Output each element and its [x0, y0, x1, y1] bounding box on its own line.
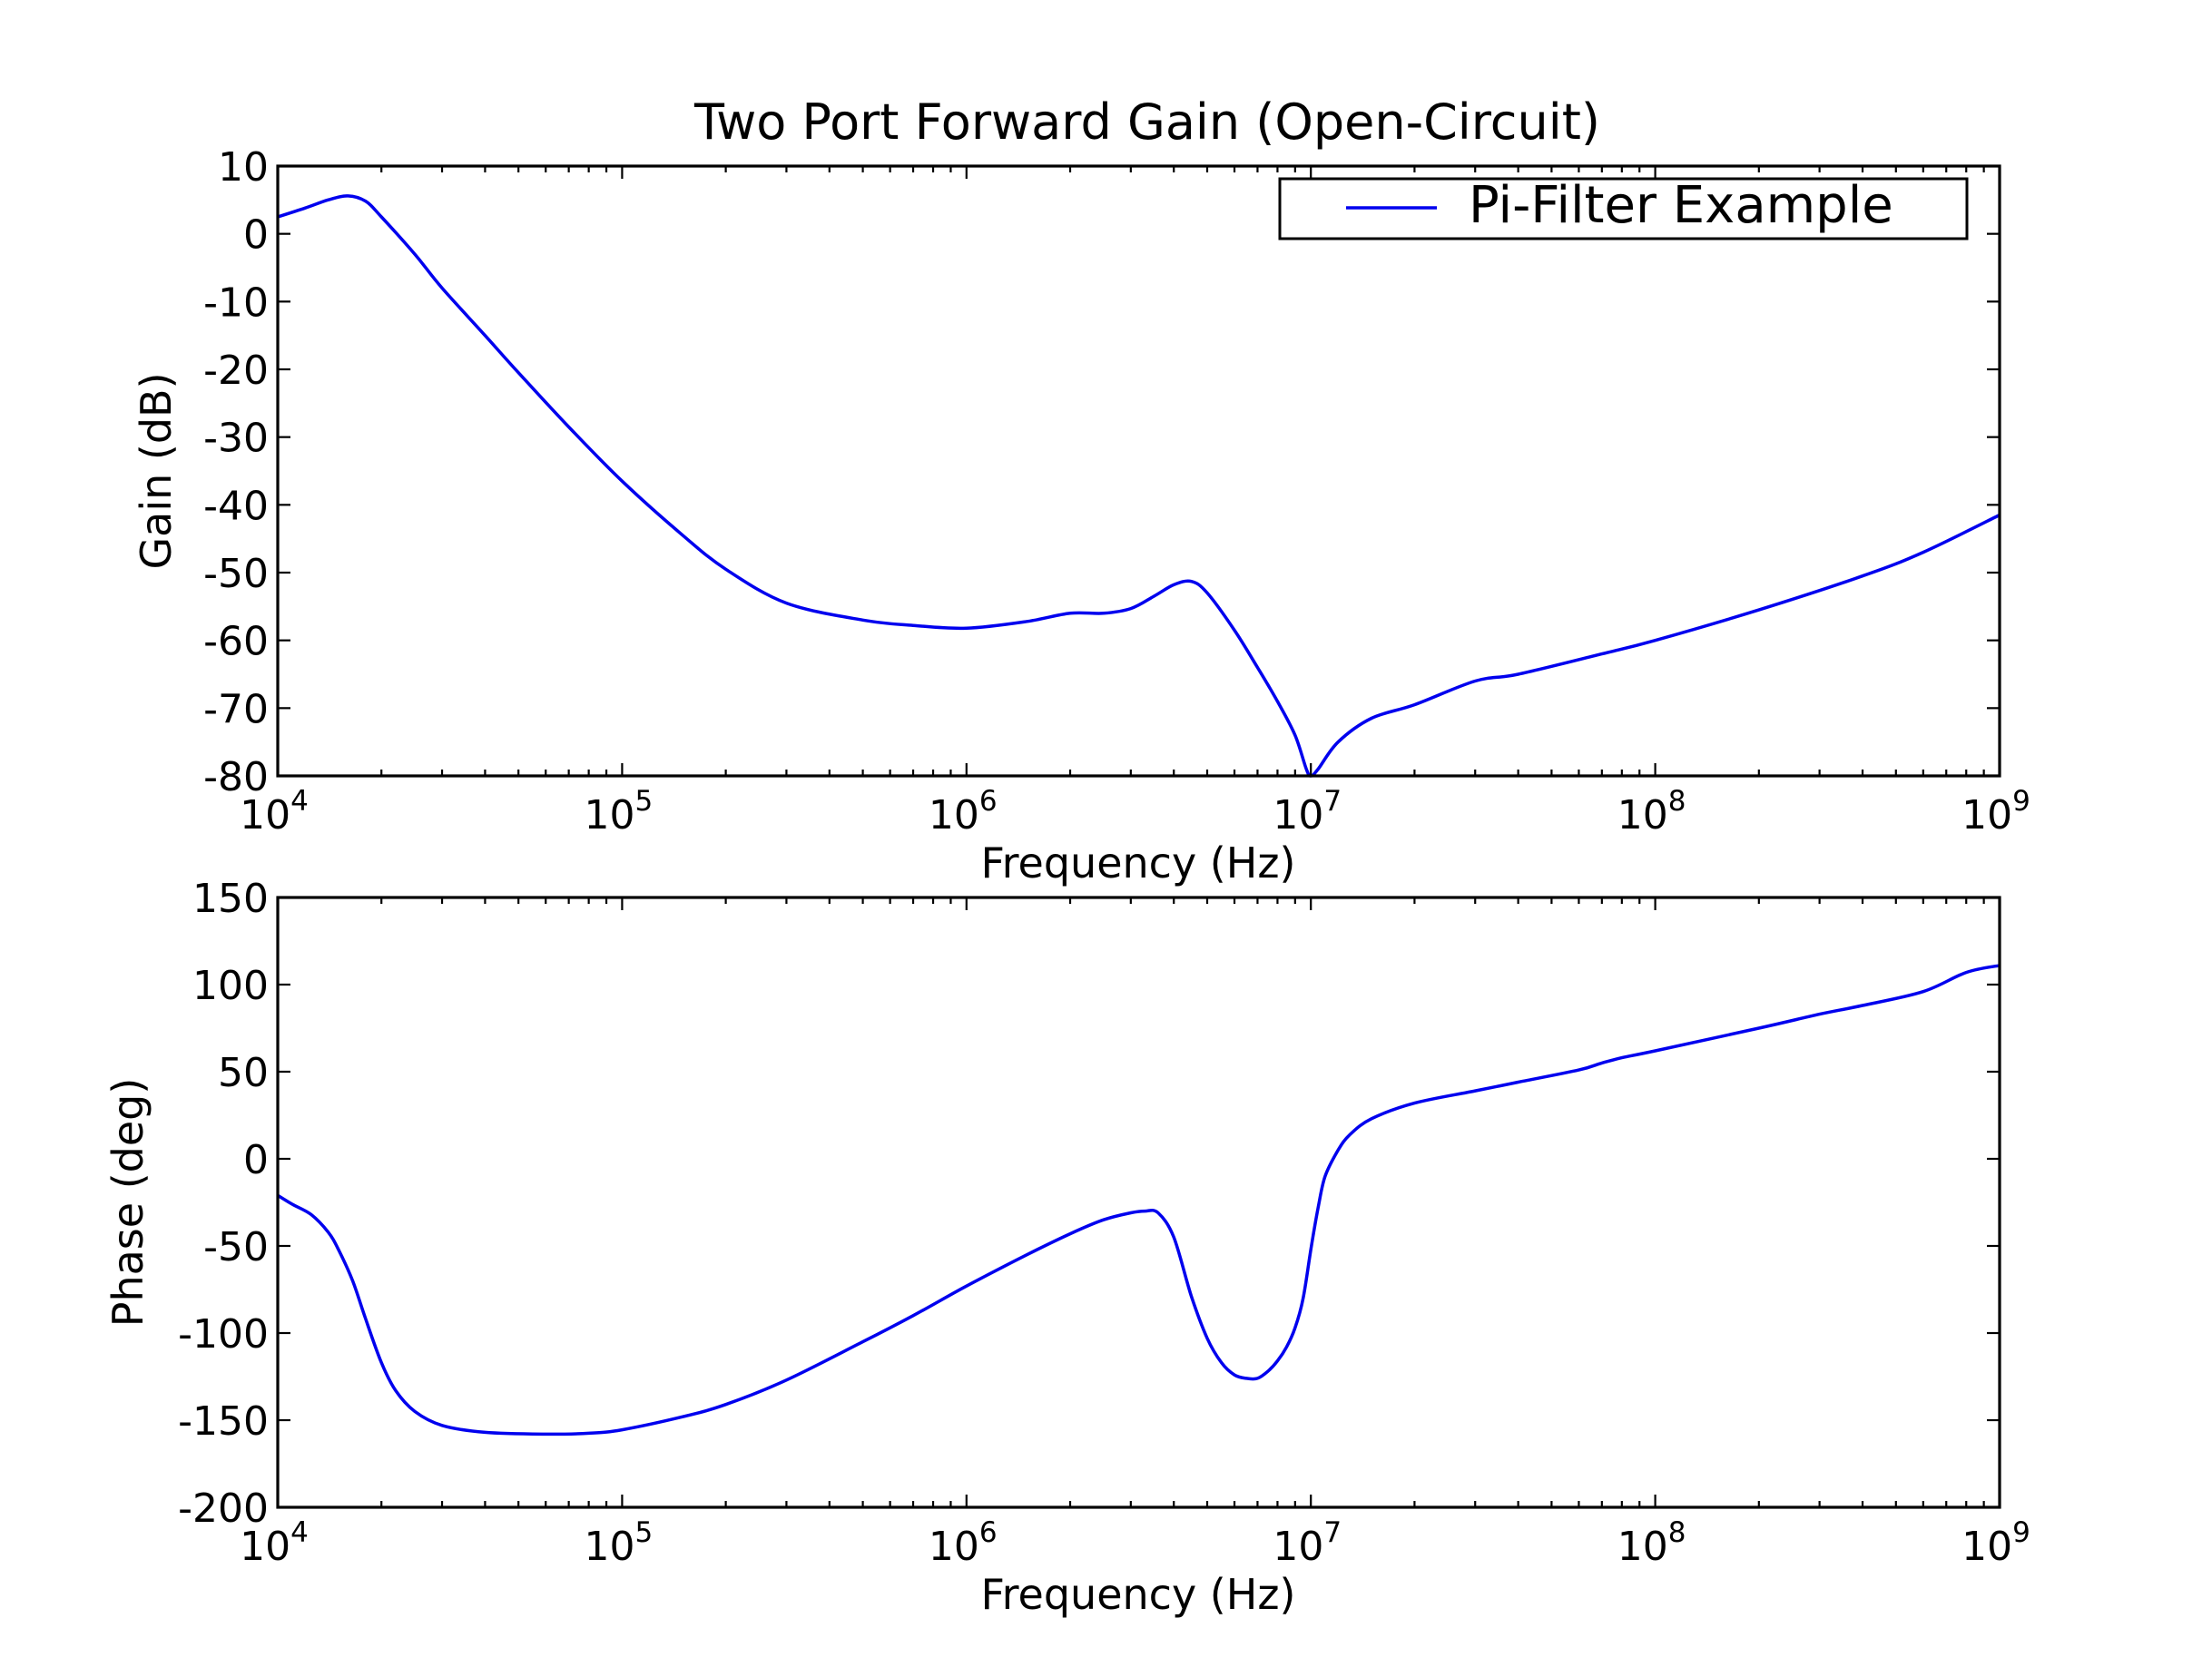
gain-series-line: [277, 194, 2001, 778]
gain-subplot: 104 105 106 107 108 109 10 0 -10 -20 -30 -40 -50 -60 -…: [132, 144, 2030, 887]
x-tick-label: 109: [1961, 785, 2030, 838]
y-tick-label: -60: [203, 619, 269, 665]
legend-entry-pi-filter-example: Pi-Filter Example: [1469, 176, 1893, 235]
x-tick-label: 104: [240, 1516, 309, 1570]
phase-x-axis-label: Frequency (Hz): [981, 1570, 1296, 1619]
x-tick-label: 105: [585, 785, 654, 838]
y-tick-label: -70: [203, 686, 269, 732]
y-tick-label: 10: [218, 144, 269, 191]
x-tick-label: 107: [1273, 1516, 1342, 1570]
y-tick-label: -80: [203, 754, 269, 800]
phase-plot-area: [277, 964, 2001, 1437]
x-tick-label: 106: [929, 1516, 998, 1570]
y-tick-label: 0: [243, 212, 269, 259]
y-tick-label: -50: [203, 1224, 269, 1270]
y-tick-label: -150: [178, 1398, 269, 1445]
y-tick-label: 100: [192, 963, 269, 1009]
phase-ticks: 104 105 106 107 108 109 150 100 50 0 -50 -100 -150 -2…: [178, 876, 2030, 1570]
y-tick-label: -40: [203, 483, 269, 529]
y-tick-label: -30: [203, 416, 269, 462]
phase-y-axis-label: Phase (deg): [103, 1078, 152, 1328]
phase-subplot: 104 105 106 107 108 109 150 100 50 0 -50 -100 -150 -2…: [103, 876, 2030, 1619]
x-tick-label: 108: [1617, 785, 1686, 838]
y-tick-label: 150: [192, 876, 269, 922]
x-tick-label: 109: [1961, 1516, 2030, 1570]
gain-x-axis-label: Frequency (Hz): [981, 838, 1296, 887]
x-tick-label: 104: [240, 785, 309, 838]
y-tick-label: 50: [218, 1050, 269, 1096]
y-tick-label: -100: [178, 1311, 269, 1358]
x-tick-label: 105: [585, 1516, 654, 1570]
x-tick-label: 107: [1273, 785, 1342, 838]
legend: Pi-Filter Example: [1278, 176, 1969, 240]
phase-axes-frame: [276, 896, 2001, 1509]
gain-ticks: 104 105 106 107 108 109 10 0 -10 -20 -30 -40 -50 -60 -…: [203, 144, 2030, 838]
y-tick-label: -50: [203, 551, 269, 597]
y-tick-label: -20: [203, 348, 269, 394]
gain-axes-frame: [276, 164, 2001, 778]
gain-y-axis-label: Gain (dB): [132, 372, 181, 569]
y-tick-label: -10: [203, 279, 269, 326]
x-tick-label: 106: [929, 785, 998, 838]
y-tick-label: -200: [178, 1486, 269, 1532]
chart-title: Two Port Forward Gain (Open-Circuit): [693, 93, 1600, 151]
y-tick-label: 0: [243, 1137, 269, 1183]
phase-series-line: [277, 964, 2001, 1437]
x-tick-label: 108: [1617, 1516, 1686, 1570]
gain-plot-area: [277, 194, 2001, 778]
